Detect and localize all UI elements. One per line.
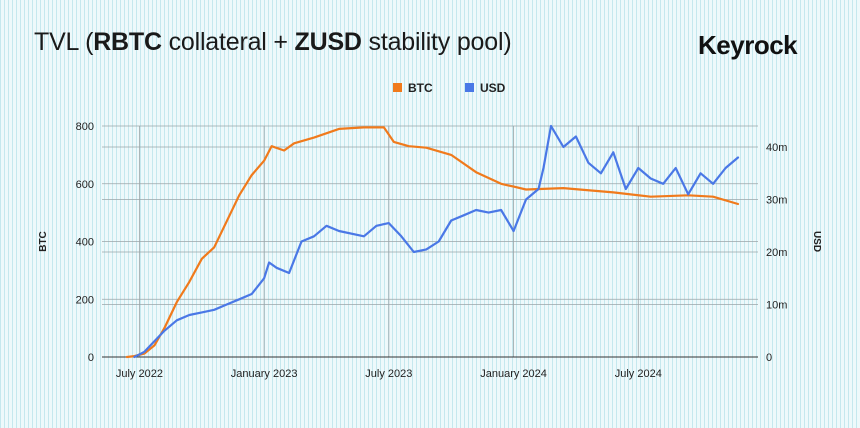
y-left-tick-label: 600 [76,179,94,191]
y-right-axis-title: USD [811,231,822,252]
x-tick-label: January 2023 [231,368,298,380]
y-left-tick-label: 400 [76,237,94,249]
y-left-axis-title: BTC [38,231,49,252]
series-lines [125,124,740,359]
x-tick-label: January 2024 [480,368,547,380]
series-line-btc [125,126,740,359]
y-right-tick-label: 10m [766,300,787,312]
chart-title: TVL (RBTC collateral + ZUSD stability po… [34,28,512,56]
x-tick-label: July 2024 [615,368,662,380]
y-left-tick-label: 200 [76,294,94,306]
y-left-tick-label: 800 [76,121,94,133]
axes: 0 200 400 600 800 0 10m 20m 30m 40m July 2022 Janua… [38,121,822,380]
y-left-tick-label: 0 [88,352,94,364]
series-line-usd [133,124,740,359]
legend: BTC USD [393,81,506,95]
legend-swatch-usd [465,83,474,92]
legend-label-usd: USD [480,81,506,95]
x-tick-label: July 2022 [116,368,163,380]
y-right-tick-label: 20m [766,247,787,259]
grid [102,125,758,357]
keyrock-logo: Keyrock [698,30,798,60]
y-right-tick-label: 40m [766,142,787,154]
legend-label-btc: BTC [408,81,433,95]
y-right-tick-label: 0 [766,352,772,364]
y-right-tick-label: 30m [766,195,787,207]
legend-swatch-btc [393,83,402,92]
x-tick-label: July 2023 [365,368,412,380]
